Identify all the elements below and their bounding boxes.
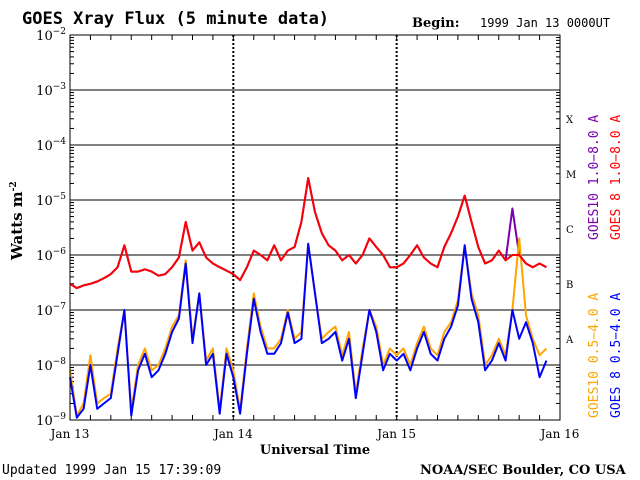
series-layer (69, 177, 548, 419)
y-tick-base: 10 (36, 304, 53, 319)
y-axis-label: Watts m-2 (8, 181, 26, 261)
y-tick-label: 10−3 (36, 82, 66, 99)
series-line-2 (69, 177, 547, 290)
y-tick-exponent: −8 (53, 357, 67, 367)
y-tick-exponent: −5 (53, 192, 67, 202)
y-tick-exponent: −6 (53, 247, 67, 257)
y-tick-base: 10 (36, 84, 53, 99)
y-axis-label-text: Watts m (8, 191, 26, 261)
y-tick-base: 10 (36, 139, 53, 154)
y-tick-exponent: −3 (53, 82, 67, 92)
y-tick-label: 10−4 (36, 137, 66, 154)
legend-goes8-short: GOES 8 0.5−4.0 A (609, 293, 624, 418)
y-tick-label: 10−6 (36, 247, 66, 264)
y-tick-exponent: −2 (53, 27, 66, 37)
y-tick-exponent: −4 (53, 137, 67, 147)
x-tick-label: Jan 13 (49, 427, 90, 441)
flare-class-labels: X M C B A (565, 115, 576, 346)
begin-value: 1999 Jan 13 0000UT (480, 16, 610, 30)
y-tick-exponent: −7 (53, 302, 67, 312)
credit-text: NOAA/SEC Boulder, CO USA (420, 463, 627, 478)
flare-class-label: B (566, 280, 573, 291)
begin-label: Begin: (412, 16, 460, 31)
x-tick-label: Jan 16 (539, 427, 580, 441)
x-tick-label: Jan 14 (212, 427, 253, 441)
y-tick-base: 10 (36, 29, 53, 44)
y-tick-label: 10−9 (36, 412, 66, 429)
legend-goes10-short: GOES10 0.5−4.0 A (587, 293, 602, 418)
y-tick-base: 10 (36, 249, 53, 264)
flare-class-label: A (565, 335, 574, 346)
y-tick-label: 10−2 (36, 27, 66, 44)
y-tick-label: 10−7 (36, 302, 66, 319)
y-axis-label-exponent: -2 (9, 181, 19, 191)
updated-timestamp: Updated 1999 Jan 15 17:39:09 (2, 463, 221, 478)
y-tick-base: 10 (36, 359, 53, 374)
x-tick-label: Jan 15 (375, 427, 416, 441)
x-axis-label: Universal Time (260, 443, 370, 458)
flare-class-label: M (566, 170, 576, 181)
y-tick-label: 10−5 (36, 192, 66, 209)
plot-frame (69, 34, 561, 421)
flare-class-label: C (566, 225, 574, 236)
flare-class-label: X (566, 115, 574, 126)
y-tick-base: 10 (36, 194, 53, 209)
legend-goes8-long: GOES 8 1.0−8.0 A (609, 115, 624, 240)
y-tick-label: 10−8 (36, 357, 66, 374)
y-tick-labels: 10−210−310−410−510−610−710−810−9 (36, 27, 66, 429)
series-line-4 (69, 242, 548, 419)
legend-goes10-long: GOES10 1.0−8.0 A (587, 115, 602, 240)
y-tick-exponent: −9 (53, 412, 67, 422)
chart-title: GOES Xray Flux (5 minute data) (22, 9, 329, 29)
x-tick-labels: Jan 13 Jan 14 Jan 15 Jan 16 (49, 427, 580, 441)
y-tick-base: 10 (36, 414, 53, 429)
